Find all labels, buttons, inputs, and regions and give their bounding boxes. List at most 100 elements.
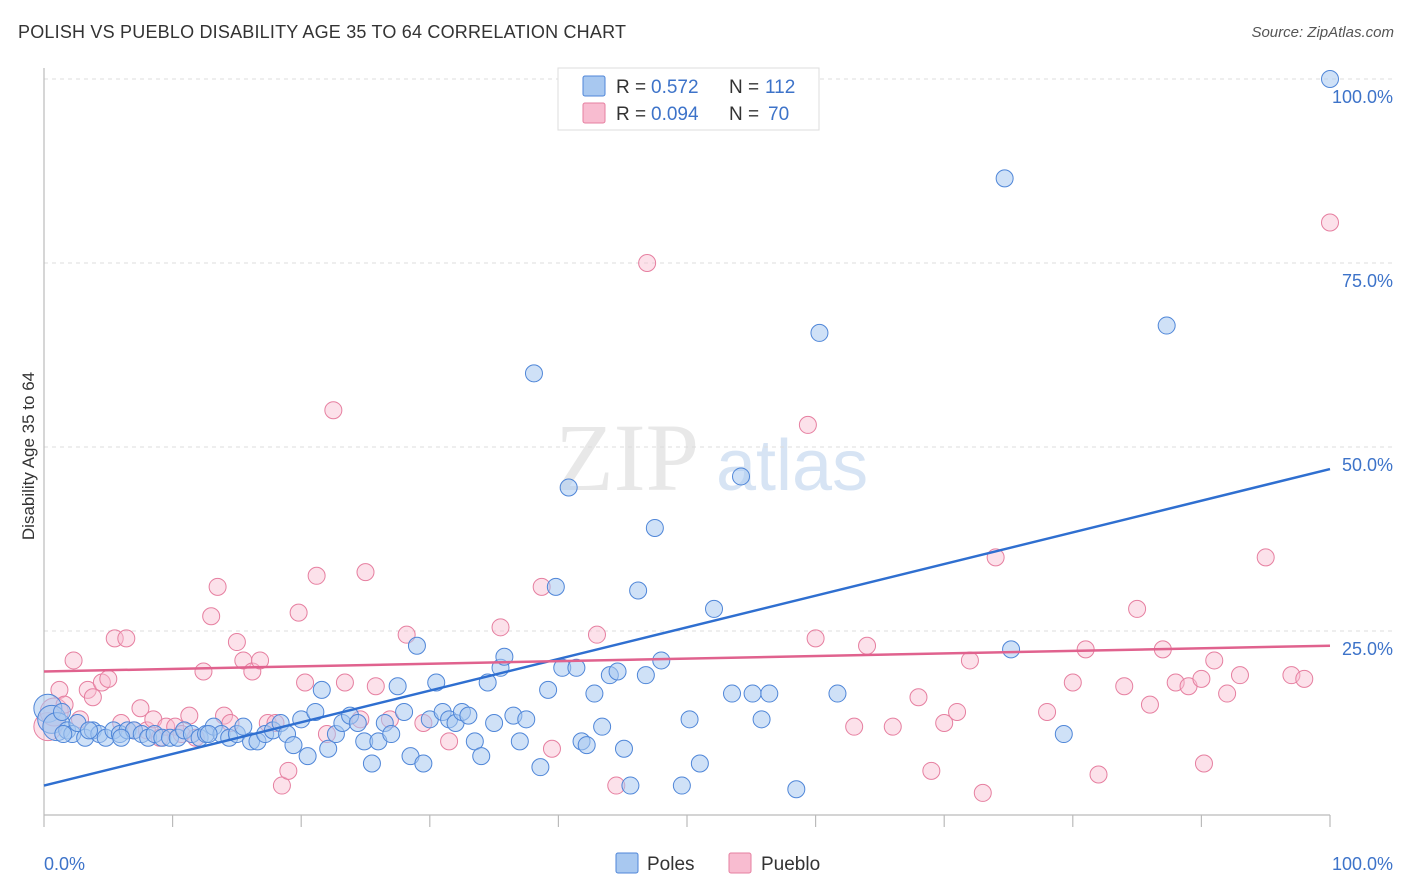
poles-point [395, 702, 414, 721]
pueblo-point [83, 688, 102, 707]
poles-point [680, 710, 699, 729]
bottom-legend: Poles Pueblo [615, 852, 820, 875]
pueblo-point [845, 717, 864, 736]
legend-n-value: 70 [768, 104, 789, 125]
poles-point [752, 710, 771, 729]
pueblo-point [798, 415, 817, 434]
poles-point [810, 323, 829, 342]
poles-point [80, 721, 99, 740]
pueblo-point [215, 706, 234, 725]
pueblo-point [935, 714, 954, 732]
poles-point [1054, 725, 1073, 744]
bottom-legend-swatch-pueblo [728, 852, 752, 874]
x-tick-label: 0.0% [44, 854, 85, 874]
poles-point [732, 467, 751, 486]
poles-point [524, 364, 543, 383]
pueblo-point [366, 677, 385, 696]
pueblo-trend-line [43, 644, 1331, 673]
pueblo-point [194, 662, 213, 681]
pueblo-point [1295, 669, 1314, 688]
pueblo-point [440, 732, 459, 751]
poles-point [382, 725, 401, 744]
legend-r-value: 0.572 [651, 77, 699, 98]
pueblo-point [227, 633, 246, 652]
pueblo-point [117, 629, 136, 648]
poles-point [485, 714, 504, 732]
poles-point [995, 169, 1014, 188]
trend-lines [43, 467, 1331, 787]
pueblo-point [64, 651, 83, 670]
legend: R = 0.572 N = 112 R = 0.094 N = 70 [557, 67, 820, 131]
poles-point [672, 776, 691, 795]
pueblo-point [1218, 684, 1237, 703]
poles-point [459, 706, 478, 725]
pueblo-point [1194, 754, 1213, 773]
pueblo-point [1140, 695, 1159, 714]
x-tick-label: 100.0% [1332, 854, 1393, 874]
pueblo-point [973, 783, 992, 802]
pueblo-point [1063, 673, 1082, 692]
poles-point [760, 684, 779, 703]
poles-point [690, 754, 709, 773]
poles-point [559, 478, 578, 497]
legend-r-value: 0.094 [651, 104, 699, 125]
axes [43, 68, 1331, 827]
pueblo-point [909, 688, 928, 707]
pueblo-point [1128, 599, 1147, 618]
poles-point [743, 684, 762, 703]
pueblo-point [1205, 651, 1224, 670]
pueblo-point [960, 651, 979, 670]
pueblo-point [542, 739, 561, 758]
pueblo-point [324, 401, 343, 420]
y-axis-label: Disability Age 35 to 64 [19, 372, 38, 540]
pueblo-point [296, 673, 315, 692]
legend-n-value: 112 [765, 77, 795, 98]
poles-point [608, 662, 627, 681]
pueblo-point [99, 669, 118, 688]
poles-point [723, 684, 742, 703]
poles-point [787, 780, 806, 799]
poles-point [614, 739, 633, 758]
pueblo-point [587, 625, 606, 644]
pueblo-point [806, 629, 825, 648]
poles-point [284, 736, 303, 755]
grid-lines [44, 78, 1392, 632]
pueblo-point [208, 577, 227, 596]
poles-point [539, 680, 558, 699]
pueblo-point [202, 607, 221, 626]
poles-point [472, 747, 491, 766]
legend-n-label: N = [729, 77, 759, 98]
poles-point [510, 732, 529, 751]
poles-point [577, 736, 596, 755]
y-tick-label: 100.0% [1332, 87, 1393, 107]
pueblo-point [491, 618, 510, 637]
poles-point [199, 725, 218, 744]
poles-point [1002, 640, 1021, 659]
poles-point [531, 758, 550, 777]
pueblo-point [356, 563, 375, 582]
pueblo-point [1115, 677, 1134, 696]
poles-point [348, 714, 367, 732]
pueblo-point [131, 699, 150, 718]
pueblo-point [335, 673, 354, 692]
pueblo-point [289, 603, 308, 622]
legend-r-label: R = [616, 77, 646, 98]
pueblo-point [251, 651, 270, 670]
poles-point [298, 747, 317, 766]
pueblo-point [1089, 765, 1108, 784]
tick-labels: 25.0% 50.0% 75.0% 100.0% 0.0% 100.0% [44, 87, 1393, 874]
poles-point [828, 684, 847, 703]
legend-swatch-pueblo [582, 102, 606, 124]
legend-r-label: R = [616, 104, 646, 125]
pueblo-point [858, 636, 877, 655]
legend-swatch-poles [582, 75, 606, 97]
pueblo-point [1192, 669, 1211, 688]
pueblo-point [948, 702, 967, 721]
pueblo-point [638, 254, 657, 272]
poles-point [1157, 316, 1176, 335]
poles-point [306, 702, 325, 721]
poles-point [53, 702, 72, 721]
poles-point [407, 636, 426, 655]
bottom-legend-swatch-poles [615, 852, 639, 874]
